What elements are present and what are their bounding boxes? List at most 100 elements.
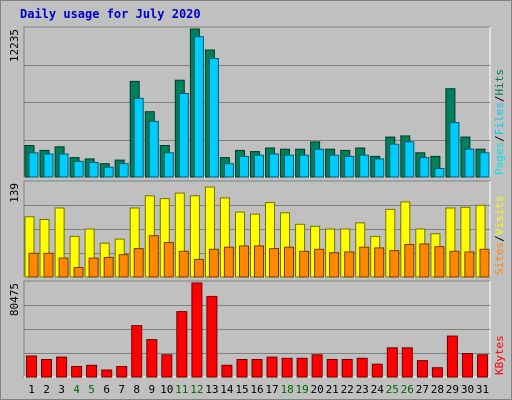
- bar-kbytes-day-5: [86, 364, 98, 378]
- bar-kbytes-day-22: [341, 359, 353, 378]
- bar-files-day-31: [479, 152, 490, 178]
- legend-hits-files-pages: Pages/Files/Hits: [493, 69, 506, 175]
- bar-kbytes-day-20: [311, 354, 323, 378]
- bar-kbytes-day-13: [206, 295, 218, 378]
- bar-files-day-14: [223, 163, 234, 178]
- bar-files-day-16: [254, 154, 264, 178]
- bar-kbytes-day-4: [71, 366, 83, 378]
- bar-files-day-26: [404, 141, 415, 178]
- bar-sites-day-31: [479, 248, 490, 278]
- x-tick-label: 10: [160, 383, 173, 396]
- legend-text: KBytes: [493, 335, 506, 375]
- bar-sites-day-16: [254, 245, 264, 278]
- bar-sites-day-29: [449, 250, 460, 278]
- x-tick-label: 14: [220, 383, 234, 396]
- legend-sites: Sites: [493, 242, 506, 275]
- bar-kbytes-day-9: [146, 339, 158, 378]
- x-tick-label: 21: [326, 383, 339, 396]
- bar-sites-day-17: [269, 248, 279, 278]
- bar-sites-day-22: [344, 251, 355, 278]
- y-max-label: 12235: [8, 29, 21, 62]
- x-tick-label: 4: [73, 383, 80, 396]
- x-tick-label: 7: [118, 383, 125, 396]
- bar-sites-day-13: [208, 248, 219, 278]
- x-tick-label: 9: [148, 383, 155, 396]
- bar-files-day-28: [434, 168, 445, 178]
- bar-kbytes-day-21: [326, 359, 338, 378]
- x-tick-label: 17: [265, 383, 278, 396]
- bar-kbytes-day-8: [131, 325, 143, 378]
- bar-files-day-9: [148, 120, 159, 178]
- bar-files-day-18: [284, 154, 294, 178]
- x-tick-label: 1: [28, 383, 35, 396]
- x-tick-label: 8: [133, 383, 140, 396]
- bar-files-day-15: [239, 155, 249, 178]
- legend-separator: /: [493, 235, 506, 242]
- x-tick-label: 30: [461, 383, 474, 396]
- x-tick-label: 22: [341, 383, 354, 396]
- bar-kbytes-day-26: [401, 347, 413, 378]
- bar-files-day-24: [374, 158, 385, 178]
- legend-kbytes: KBytes: [493, 335, 506, 375]
- bar-files-day-29: [449, 122, 460, 178]
- bar-kbytes-day-11: [176, 311, 188, 378]
- bar-sites-day-20: [314, 248, 325, 278]
- x-tick-label: 19: [295, 383, 308, 396]
- bar-kbytes-day-19: [296, 357, 308, 378]
- y-max-label: 80475: [8, 283, 21, 316]
- bar-files-day-1: [28, 152, 39, 178]
- bar-sites-day-26: [404, 244, 415, 278]
- bar-sites-day-24: [374, 247, 385, 278]
- series-files: [28, 36, 490, 178]
- panels-layer: 12235Pages/Files/Hits139Sites/Visits8047…: [8, 26, 506, 378]
- legend-text: Sites/Visits: [493, 196, 506, 276]
- bar-kbytes-day-3: [56, 356, 68, 378]
- x-tick-label: 5: [88, 383, 95, 396]
- bar-kbytes-day-25: [386, 347, 398, 378]
- x-tick-label: 2: [43, 383, 50, 396]
- bar-sites-day-3: [58, 257, 69, 278]
- bar-kbytes-day-15: [236, 359, 248, 378]
- legend-kbytes: KBytes: [493, 335, 506, 375]
- bar-files-day-10: [163, 152, 174, 178]
- bar-sites-day-30: [464, 251, 475, 278]
- x-tick-label: 15: [235, 383, 248, 396]
- bar-sites-day-18: [284, 246, 294, 278]
- x-tick-label: 3: [58, 383, 65, 396]
- bar-files-day-3: [58, 153, 69, 178]
- bar-files-day-8: [133, 97, 144, 178]
- x-tick-label: 12: [190, 383, 203, 396]
- legend-files: Files: [493, 102, 506, 135]
- x-tick-label: 31: [476, 383, 489, 396]
- bar-kbytes-day-23: [356, 357, 368, 378]
- bar-kbytes-day-16: [251, 359, 263, 378]
- bar-files-day-4: [73, 160, 84, 178]
- bar-kbytes-day-31: [477, 354, 488, 378]
- bar-kbytes-day-6: [101, 369, 113, 378]
- bar-sites-day-10: [163, 242, 174, 278]
- bar-files-day-21: [329, 154, 340, 178]
- bar-kbytes-day-28: [431, 367, 443, 378]
- bar-files-day-25: [389, 143, 400, 178]
- x-tick-label: 24: [371, 383, 385, 396]
- x-tick-label: 20: [310, 383, 323, 396]
- bar-files-day-20: [314, 148, 325, 178]
- bar-sites-day-11: [178, 250, 189, 278]
- x-tick-label: 23: [356, 383, 369, 396]
- bar-kbytes-day-18: [281, 357, 293, 378]
- bar-sites-day-7: [118, 254, 129, 278]
- bar-kbytes-day-2: [41, 359, 52, 378]
- bar-sites-day-21: [329, 252, 340, 278]
- bar-kbytes-day-29: [446, 335, 458, 378]
- x-tick-label: 29: [446, 383, 459, 396]
- x-tick-label: 28: [431, 383, 444, 396]
- legend-separator: /: [493, 96, 506, 103]
- bar-kbytes-day-30: [462, 353, 473, 378]
- bar-files-day-12: [193, 36, 204, 178]
- series-kbytes: [26, 282, 488, 378]
- bar-kbytes-day-17: [266, 356, 278, 378]
- bar-sites-day-9: [148, 235, 159, 278]
- legend-text: Pages/Files/Hits: [493, 69, 506, 175]
